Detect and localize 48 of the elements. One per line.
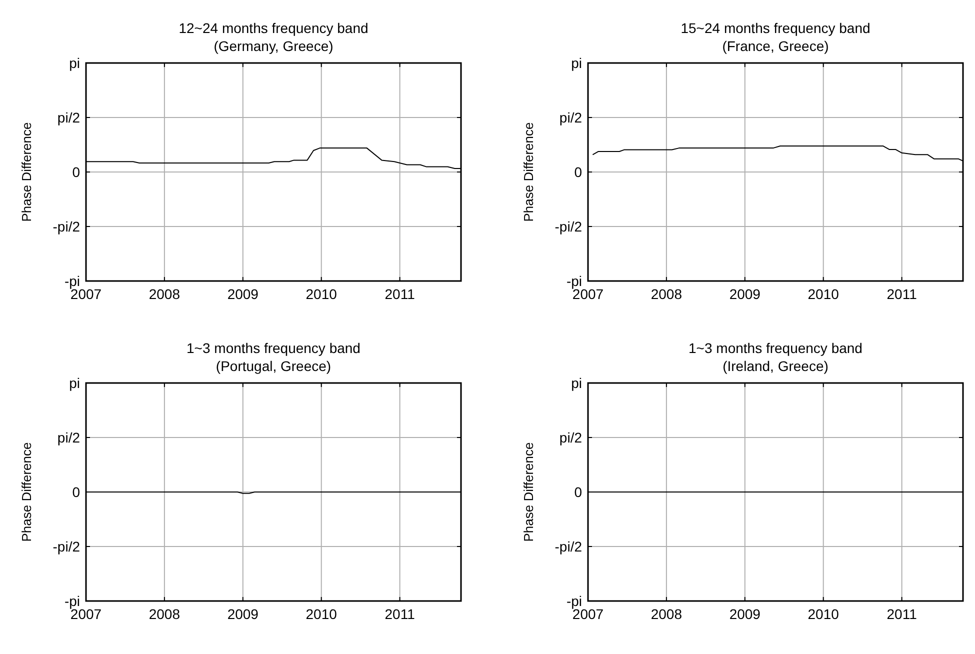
x-tick-label: 2009 — [227, 606, 259, 622]
x-tick-label: 2011 — [886, 606, 918, 622]
x-tick-label: 2011 — [384, 286, 416, 302]
y-tick-label: pi/2 — [559, 430, 582, 446]
y-tick-label: pi — [69, 55, 80, 71]
chart-title: 1~3 months frequency band — [186, 340, 360, 356]
y-axis-title: Phase Difference — [521, 122, 536, 222]
y-tick-label: -pi/2 — [554, 538, 582, 554]
x-tick-label: 2011 — [886, 286, 918, 302]
chart-subtitle: (Portugal, Greece) — [216, 358, 332, 374]
y-tick-label: -pi/2 — [52, 218, 80, 234]
chart-title: 15~24 months frequency band — [680, 20, 870, 36]
x-tick-label: 2008 — [148, 286, 180, 302]
y-tick-label: pi/2 — [57, 430, 80, 446]
x-tick-label: 2009 — [227, 286, 259, 302]
y-tick-label: 0 — [574, 484, 582, 500]
y-tick-label: pi — [69, 375, 80, 391]
y-tick-label: 0 — [574, 164, 582, 180]
y-tick-label: -pi/2 — [52, 538, 80, 554]
y-tick-label: -pi — [566, 593, 582, 609]
x-tick-label: 2010 — [808, 606, 840, 622]
y-tick-label: pi/2 — [559, 110, 582, 126]
x-tick-label: 2009 — [729, 286, 761, 302]
chart-title: 12~24 months frequency band — [178, 20, 368, 36]
y-axis-title: Phase Difference — [19, 122, 34, 222]
x-tick-label: 2008 — [148, 606, 180, 622]
y-tick-label: -pi/2 — [554, 218, 582, 234]
x-tick-label: 2008 — [650, 286, 682, 302]
chart-title: 1~3 months frequency band — [688, 340, 862, 356]
x-tick-label: 2011 — [384, 606, 416, 622]
y-tick-label: pi — [571, 55, 582, 71]
x-tick-label: 2010 — [808, 286, 840, 302]
y-tick-label: -pi — [566, 273, 582, 289]
x-tick-label: 2008 — [650, 606, 682, 622]
chart-subtitle: (Ireland, Greece) — [722, 358, 828, 374]
x-tick-label: 2010 — [306, 606, 338, 622]
chart-subtitle: (Germany, Greece) — [214, 38, 334, 54]
x-tick-label: 2010 — [306, 286, 338, 302]
y-tick-label: pi/2 — [57, 110, 80, 126]
y-tick-label: 0 — [72, 484, 80, 500]
x-tick-label: 2009 — [729, 606, 761, 622]
y-tick-label: pi — [571, 375, 582, 391]
y-tick-label: -pi — [64, 593, 80, 609]
y-axis-title: Phase Difference — [19, 442, 34, 542]
chart-subtitle: (France, Greece) — [722, 38, 829, 54]
y-axis-title: Phase Difference — [521, 442, 536, 542]
y-tick-label: -pi — [64, 273, 80, 289]
y-tick-label: 0 — [72, 164, 80, 180]
